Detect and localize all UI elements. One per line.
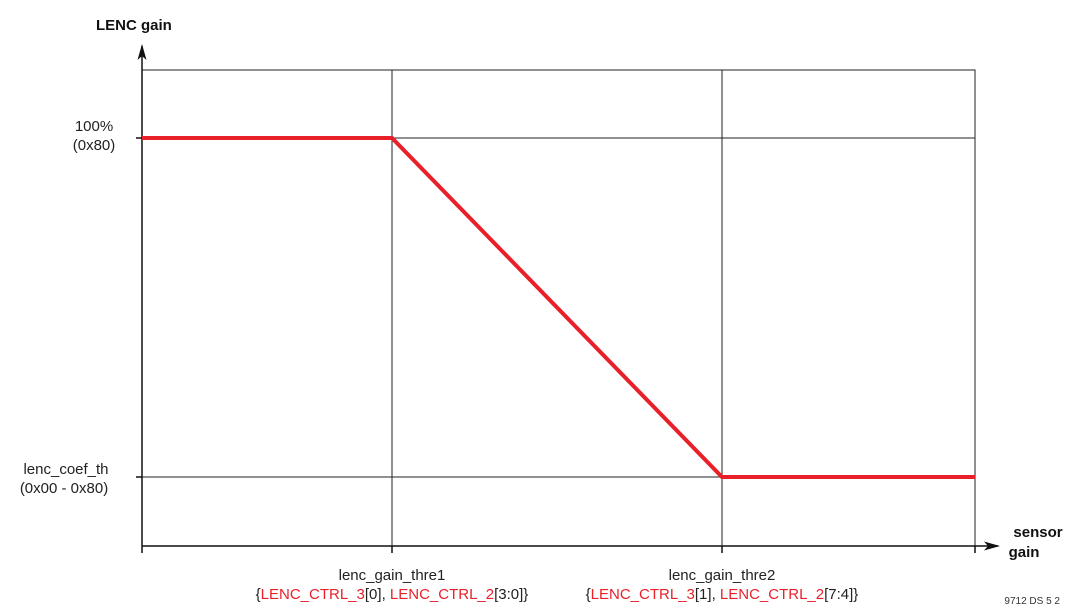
x-axis-arrow-icon (984, 541, 1000, 551)
x-tick-thre1-name: lenc_gain_thre1 (339, 567, 446, 584)
x-axis-title-line2: gain (1009, 544, 1040, 561)
figure-id: 9712 DS 5 2 (1004, 596, 1060, 607)
x-tick-thre2-registers: {LENC_CTRL_3[1], LENC_CTRL_2[7:4]} (586, 586, 859, 603)
y-axis-arrow-icon (137, 44, 147, 60)
x-tick-thre1-registers: {LENC_CTRL_3[0], LENC_CTRL_2[3:0]} (256, 586, 529, 603)
x-axis-title-line1: sensor (1013, 524, 1062, 541)
y-tick-bottom-code: (0x00 - 0x80) (20, 480, 108, 497)
y-tick-bottom-value: lenc_coef_th (23, 461, 108, 478)
y-axis-title: LENC gain (96, 17, 172, 34)
y-tick-top-code: (0x80) (73, 137, 116, 154)
y-tick-top-value: 100% (75, 118, 113, 135)
x-tick-thre2-name: lenc_gain_thre2 (669, 567, 776, 584)
lenc-gain-curve (142, 136, 975, 479)
